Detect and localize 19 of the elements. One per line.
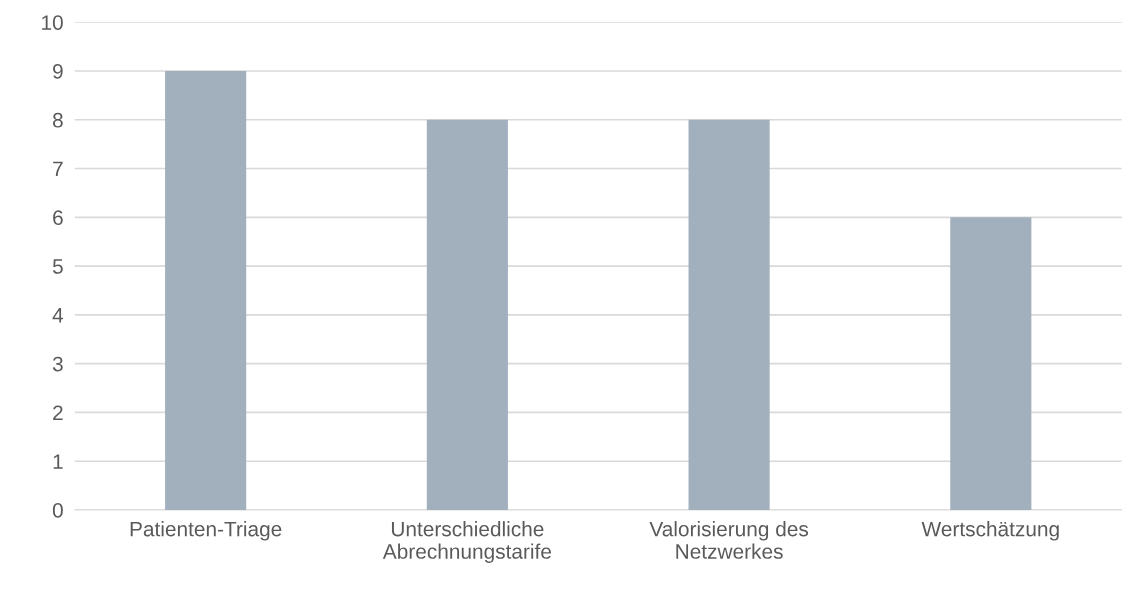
y-tick-label: 0 bbox=[52, 503, 63, 518]
y-tick-label: 9 bbox=[53, 63, 63, 79]
y-tick-label: 10 bbox=[42, 15, 63, 30]
y-tick-label: 2 bbox=[53, 405, 63, 420]
bar bbox=[688, 119, 770, 510]
x-tick-label: Unterschiedliche Abrechnungstarife bbox=[382, 521, 551, 563]
y-tick-label: 1 bbox=[53, 454, 63, 469]
bar bbox=[426, 119, 508, 510]
x-tick-label: Valorisierung des Netzwerkes bbox=[649, 521, 809, 559]
y-tick-label: 7 bbox=[53, 161, 63, 177]
bar bbox=[950, 217, 1032, 510]
y-tick-label: 8 bbox=[52, 112, 63, 128]
y-tick-label: 5 bbox=[52, 259, 63, 274]
y-tick-label: 3 bbox=[52, 356, 63, 372]
y-tick-label: 4 bbox=[52, 308, 64, 323]
bar bbox=[165, 70, 247, 510]
x-tick-label: Wertschätzung bbox=[921, 521, 1059, 541]
y-tick-label: 6 bbox=[53, 210, 63, 226]
x-tick-label: Patienten-Triage bbox=[130, 521, 282, 541]
